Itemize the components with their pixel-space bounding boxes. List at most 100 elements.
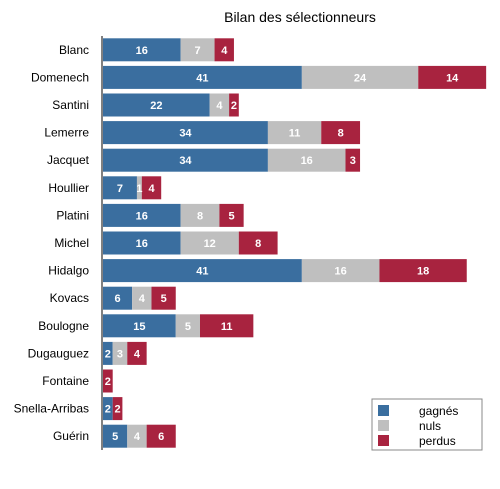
data-label: 5 [185, 321, 191, 333]
legend-swatch [378, 435, 389, 446]
bar-segment [103, 341, 113, 365]
category-label: Fontaine [42, 374, 89, 388]
bar-segment [180, 203, 220, 227]
category-label: Hidalgo [48, 264, 89, 278]
data-label: 2 [231, 100, 237, 112]
chart-title: Bilan des sélectionneurs [224, 9, 376, 25]
data-label: 2 [114, 404, 120, 416]
bar-segment [321, 121, 361, 145]
category-label: Lemerre [44, 126, 89, 140]
legend-label: gagnés [419, 404, 458, 418]
legend-box [371, 398, 483, 451]
legend-swatch [378, 420, 389, 431]
bar-segment [238, 231, 278, 255]
legend-swatch [378, 405, 389, 416]
data-label: 6 [158, 431, 164, 443]
data-label: 2 [105, 376, 111, 388]
data-label: 22 [150, 100, 162, 112]
data-label: 16 [301, 155, 313, 167]
bar-segment [132, 286, 152, 310]
data-label: 3 [350, 155, 356, 167]
category-label: Kovacs [50, 291, 89, 305]
bar-segment [136, 176, 142, 200]
category-label: Michel [54, 236, 89, 250]
data-label: 2 [105, 404, 111, 416]
data-label: 18 [417, 266, 429, 278]
bar-segment [301, 65, 419, 89]
bar-segment [103, 314, 176, 338]
category-label: Boulogne [38, 319, 89, 333]
data-label: 34 [179, 128, 192, 140]
category-label: Jacquet [47, 153, 90, 167]
legend-label: nuls [419, 419, 441, 433]
bar-segment [418, 65, 487, 89]
data-label: 15 [133, 321, 145, 333]
category-label: Domenech [31, 70, 89, 84]
category-label: Santini [52, 98, 89, 112]
bar-segment [127, 341, 147, 365]
bar-segment [103, 121, 268, 145]
data-label: 6 [114, 293, 120, 305]
bar-segment [112, 397, 123, 421]
bar-segment [146, 424, 176, 448]
category-label: Platini [56, 208, 89, 222]
bar-segment [103, 286, 133, 310]
bar-segment [103, 369, 113, 393]
bar-segment [103, 397, 113, 421]
bar-segment [345, 148, 361, 172]
bar-segment [219, 203, 244, 227]
data-label: 5 [112, 431, 118, 443]
data-label: 11 [289, 128, 301, 140]
data-label: 7 [117, 183, 123, 195]
bar-segment [103, 148, 268, 172]
bar-segment [103, 93, 210, 117]
category-label: Blanc [59, 43, 89, 57]
data-label: 5 [161, 293, 167, 305]
data-label: 11 [221, 321, 233, 333]
bar-segment [180, 231, 239, 255]
bar-segment [175, 314, 200, 338]
data-label: 14 [446, 72, 459, 84]
bar-segment [301, 259, 380, 283]
data-label: 16 [335, 266, 347, 278]
bar-segment [103, 203, 181, 227]
bar-segment [141, 176, 162, 200]
bar-segment [151, 286, 176, 310]
data-label: 5 [228, 210, 234, 222]
bar-segment [229, 93, 239, 117]
data-label: 8 [255, 238, 261, 250]
data-label: 41 [196, 266, 208, 278]
data-label: 16 [136, 238, 148, 250]
bar-segment [103, 231, 181, 255]
bar-segment [209, 93, 230, 117]
data-label: 16 [136, 210, 148, 222]
category-label: Houllier [48, 181, 89, 195]
category-label: Snella-Arribas [14, 402, 89, 416]
bars-layer [103, 38, 487, 448]
data-label: 16 [136, 45, 148, 57]
bar-segment [103, 38, 181, 62]
bar-segment [200, 314, 254, 338]
data-label: 4 [221, 45, 228, 57]
data-label: 4 [148, 183, 155, 195]
bar-segment [180, 38, 215, 62]
data-label: 24 [354, 72, 367, 84]
bar-segment [103, 65, 302, 89]
data-label: 3 [117, 348, 123, 360]
data-label: 8 [338, 128, 344, 140]
bar-segment [379, 259, 467, 283]
data-label: 41 [196, 72, 208, 84]
bar-segment [267, 148, 346, 172]
bar-segment [214, 38, 234, 62]
data-label: 12 [204, 238, 216, 250]
bar-segment [112, 341, 128, 365]
bar-segment [103, 176, 137, 200]
data-label: 8 [197, 210, 203, 222]
data-label: 34 [179, 155, 192, 167]
data-label: 4 [134, 348, 141, 360]
bar-segment [103, 424, 128, 448]
data-label: 2 [105, 348, 111, 360]
